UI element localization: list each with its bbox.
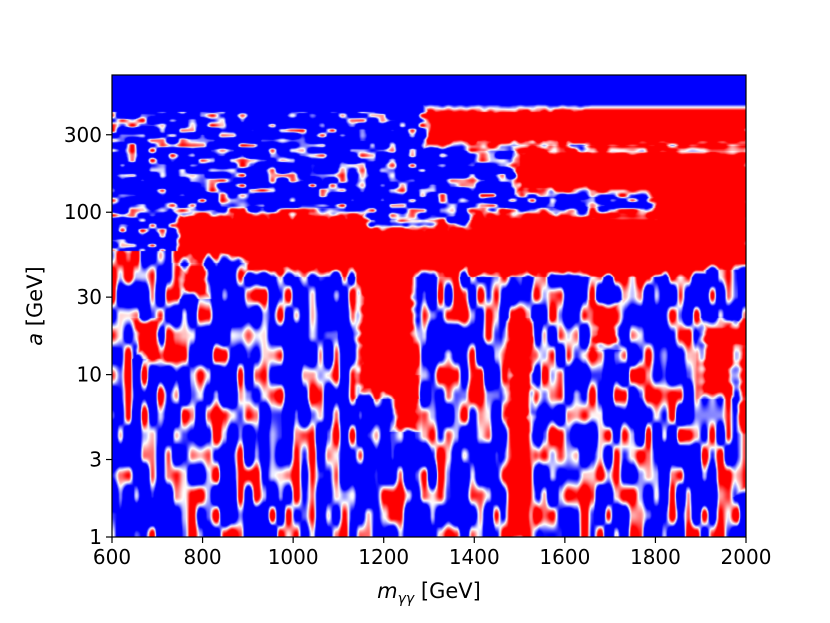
x-tick-label: 600: [93, 545, 131, 569]
x-tick-label: 800: [183, 545, 221, 569]
x-tick-label: 1600: [539, 545, 590, 569]
y-axis-label-unit: [GeV]: [23, 266, 47, 333]
x-axis-label-unit: [GeV]: [414, 579, 481, 603]
x-axis-ticks: 600 800 1000 1200 1400 1600 1800 2000: [93, 537, 772, 569]
x-tick-label: 1000: [268, 545, 319, 569]
y-tick-label: 30: [77, 285, 102, 309]
x-tick-label: 1200: [358, 545, 409, 569]
y-tick-label: 300: [64, 123, 102, 147]
y-axis-label-main: a: [23, 333, 47, 346]
y-tick-label: 3: [89, 448, 102, 472]
x-axis-label-main: m: [377, 579, 397, 603]
x-tick-label: 1800: [630, 545, 681, 569]
heatmap-image: [112, 75, 746, 537]
y-tick-label: 10: [77, 363, 102, 387]
plot-area: [111, 74, 747, 538]
x-tick-label: 1400: [449, 545, 500, 569]
x-tick-label: 2000: [721, 545, 772, 569]
y-axis-label: a [GeV]: [23, 266, 47, 346]
y-tick-label: 100: [64, 200, 102, 224]
y-axis-ticks: 1 3 10 30 100 300: [64, 123, 112, 549]
x-axis-label: mγγ [GeV]: [377, 579, 481, 607]
x-axis-label-sub: γγ: [398, 591, 415, 607]
y-tick-label: 1: [89, 525, 102, 549]
plot-frame: [111, 74, 747, 538]
